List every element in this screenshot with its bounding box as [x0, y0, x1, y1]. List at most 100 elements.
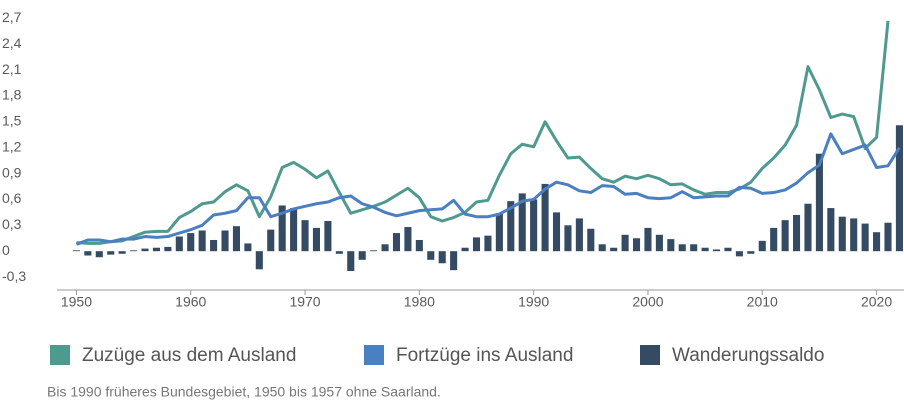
x-tick-label: 2020: [861, 294, 892, 310]
bar: [404, 227, 412, 252]
y-tick-label: 2,7: [2, 9, 22, 25]
bar: [495, 213, 503, 252]
bar: [175, 236, 183, 252]
bar: [655, 234, 663, 252]
y-tick-label: 0,3: [2, 216, 22, 232]
bar: [118, 251, 126, 254]
bar: [587, 228, 595, 252]
bar: [130, 250, 138, 252]
bar: [507, 201, 515, 252]
y-tick-label: 1,2: [2, 138, 22, 154]
bar: [198, 230, 206, 252]
x-tick-label: 2010: [747, 294, 778, 310]
bar: [472, 237, 481, 252]
line: [76, 20, 890, 245]
bar: [632, 238, 641, 252]
bar: [781, 220, 789, 252]
bar: [667, 239, 675, 252]
bar: [72, 250, 80, 252]
bar: [484, 235, 492, 252]
bar: [724, 247, 732, 252]
bar: [895, 125, 903, 252]
bar: [415, 239, 423, 252]
y-tick-label: 2,1: [2, 61, 22, 77]
bar: [450, 251, 458, 271]
legend-swatch: [640, 345, 660, 365]
bar: [84, 251, 92, 256]
x-tick-label: 1960: [175, 294, 206, 310]
bar: [804, 203, 812, 252]
bar: [312, 227, 321, 252]
bar: [747, 251, 755, 254]
bar: [347, 251, 355, 272]
legend-swatch: [364, 345, 384, 365]
bar: [884, 222, 892, 252]
bar: [461, 247, 469, 252]
bar: [107, 251, 115, 255]
bar: [164, 246, 172, 252]
bar: [141, 248, 149, 252]
bar: [392, 233, 401, 252]
bar: [701, 247, 709, 252]
bar: [827, 208, 835, 252]
bar: [255, 251, 263, 270]
bar: [244, 243, 252, 252]
bar: [552, 212, 561, 252]
y-tick-label: 2,4: [2, 35, 22, 51]
x-tick-label: 1970: [289, 294, 320, 310]
bar: [815, 153, 823, 252]
bar: [541, 183, 549, 252]
bar: [838, 216, 846, 252]
bar: [850, 218, 858, 252]
bar: [564, 225, 572, 252]
y-tick-label: 0,9: [2, 164, 22, 180]
x-tick-label: 1990: [518, 294, 549, 310]
bar: [290, 208, 298, 252]
x-tick-label: 2000: [632, 294, 663, 310]
bar: [644, 227, 652, 252]
legend-label: Fortzüge ins Ausland: [396, 345, 573, 366]
bar: [358, 251, 366, 260]
bar: [152, 247, 160, 252]
bar: [335, 251, 343, 254]
legend-label: Zuzüge aus dem Ausland: [82, 345, 296, 366]
bar: [758, 240, 766, 252]
bar: [610, 247, 618, 252]
bar: [381, 244, 389, 252]
bar: [278, 205, 286, 252]
bar: [518, 193, 526, 252]
bar: [712, 249, 721, 252]
bar: [861, 223, 869, 252]
y-tick-label: 0: [2, 242, 10, 258]
bar: [530, 199, 538, 252]
bar: [621, 234, 629, 252]
x-tick-label: 1950: [61, 294, 92, 310]
bar: [427, 251, 435, 260]
bar: [678, 244, 686, 252]
bar: [95, 251, 103, 258]
bar: [770, 227, 778, 252]
bar: [793, 214, 801, 252]
bar: [370, 250, 378, 252]
bar: [598, 244, 606, 252]
y-tick-label: 0,6: [2, 190, 22, 206]
y-tick-label: -0,3: [2, 268, 26, 284]
bar: [735, 251, 743, 257]
bar: [324, 221, 332, 252]
bar: [210, 239, 218, 252]
bar: [187, 233, 195, 252]
y-tick-label: 1,5: [2, 113, 22, 129]
bar: [267, 229, 275, 252]
legend-label: Wanderungssaldo: [672, 345, 824, 366]
bar: [575, 218, 583, 252]
y-tick-label: 1,8: [2, 87, 22, 103]
bar: [301, 220, 309, 252]
x-tick-label: 1980: [404, 294, 435, 310]
bar: [690, 244, 698, 252]
bar: [221, 230, 229, 252]
footnote: Bis 1990 früheres Bundesgebiet, 1950 bis…: [47, 384, 441, 400]
bar: [873, 232, 881, 252]
bar: [232, 226, 241, 252]
line: [75, 132, 901, 246]
